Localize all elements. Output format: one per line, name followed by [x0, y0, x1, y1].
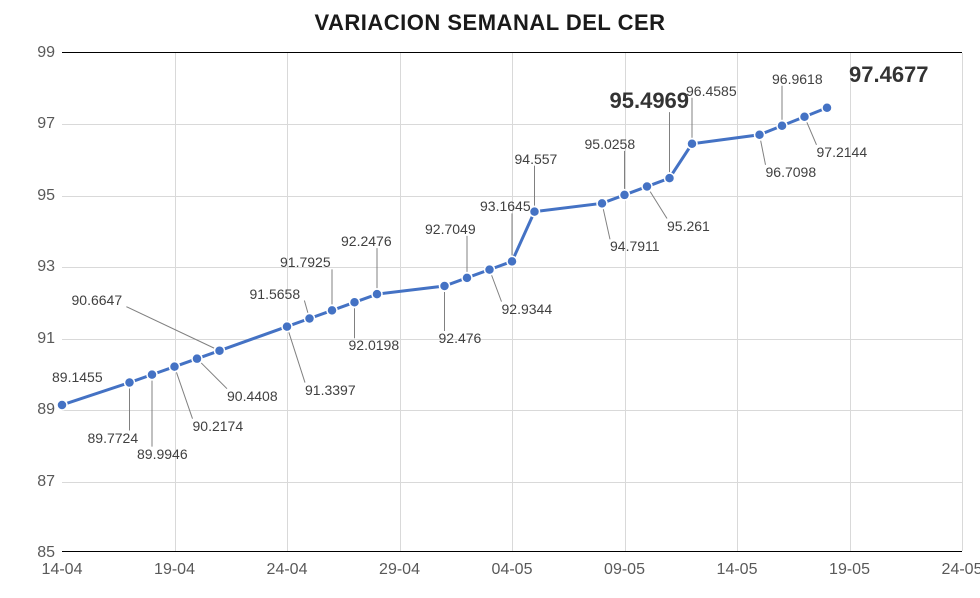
data-label: 96.4585 — [686, 84, 737, 98]
data-marker — [57, 400, 67, 410]
data-label: 95.0258 — [585, 137, 636, 151]
data-label: 91.3397 — [305, 383, 356, 397]
data-label: 93.1645 — [480, 199, 531, 213]
data-marker — [192, 354, 202, 364]
data-marker — [440, 281, 450, 291]
data-marker — [170, 362, 180, 372]
chart-title: VARIACION SEMANAL DEL CER — [0, 10, 980, 36]
x-axis-tick-label: 24-04 — [267, 561, 308, 579]
y-axis-tick-label: 89 — [27, 401, 55, 419]
data-marker — [327, 305, 337, 315]
data-marker — [485, 265, 495, 275]
x-axis-tick-label: 29-04 — [379, 561, 420, 579]
data-marker — [755, 130, 765, 140]
data-marker — [125, 378, 135, 388]
gridline-vertical — [962, 53, 963, 551]
x-axis-tick-label: 19-05 — [829, 561, 870, 579]
data-marker — [665, 173, 675, 183]
x-axis-tick-label: 19-04 — [154, 561, 195, 579]
data-marker — [530, 207, 540, 217]
chart-container: VARIACION SEMANAL DEL CER 85878991939597… — [0, 0, 980, 598]
y-axis-tick-label: 91 — [27, 330, 55, 348]
data-marker — [372, 289, 382, 299]
data-label: 90.2174 — [193, 419, 244, 433]
data-label: 89.1455 — [52, 370, 103, 384]
data-label: 89.7724 — [88, 431, 139, 445]
y-axis-tick-label: 93 — [27, 258, 55, 276]
data-label: 92.0198 — [349, 338, 400, 352]
series-line — [62, 108, 827, 405]
y-axis-tick-label: 99 — [27, 44, 55, 62]
data-label: 92.476 — [439, 331, 482, 345]
data-label: 90.4408 — [227, 389, 278, 403]
y-axis-tick-label: 95 — [27, 187, 55, 205]
data-marker — [822, 103, 832, 113]
data-marker — [462, 273, 472, 283]
data-label: 92.2476 — [341, 234, 392, 248]
data-label: 92.7049 — [425, 222, 476, 236]
data-marker — [620, 190, 630, 200]
data-marker — [642, 182, 652, 192]
x-axis-tick-label: 04-05 — [492, 561, 533, 579]
x-axis-tick-label: 14-04 — [42, 561, 83, 579]
data-marker — [147, 370, 157, 380]
y-axis-tick-label: 97 — [27, 115, 55, 133]
data-label: 94.557 — [515, 152, 558, 166]
data-label: 95.261 — [667, 219, 710, 233]
data-label: 97.4677 — [849, 64, 929, 86]
data-marker — [282, 322, 292, 332]
plot-area: 858789919395979914-0419-0424-0429-0404-0… — [62, 52, 962, 552]
data-label: 91.7925 — [280, 255, 331, 269]
x-axis-tick-label: 14-05 — [717, 561, 758, 579]
data-marker — [350, 297, 360, 307]
x-axis-tick-label: 09-05 — [604, 561, 645, 579]
data-label: 89.9946 — [137, 447, 188, 461]
data-label: 94.7911 — [610, 239, 660, 253]
data-label: 96.9618 — [772, 72, 823, 86]
x-axis-tick-label: 24-05 — [942, 561, 980, 579]
data-marker — [305, 314, 315, 324]
data-marker — [507, 256, 517, 266]
data-label: 95.4969 — [610, 90, 690, 112]
data-label: 97.2144 — [817, 145, 868, 159]
data-label: 96.7098 — [766, 165, 817, 179]
y-axis-tick-label: 85 — [27, 544, 55, 562]
data-marker — [777, 121, 787, 131]
y-axis-tick-label: 87 — [27, 473, 55, 491]
data-marker — [800, 112, 810, 122]
data-label: 90.6647 — [72, 293, 123, 307]
data-label: 92.9344 — [502, 302, 553, 316]
data-marker — [597, 198, 607, 208]
data-marker — [687, 139, 697, 149]
data-label: 91.5658 — [250, 287, 301, 301]
data-marker — [215, 346, 225, 356]
